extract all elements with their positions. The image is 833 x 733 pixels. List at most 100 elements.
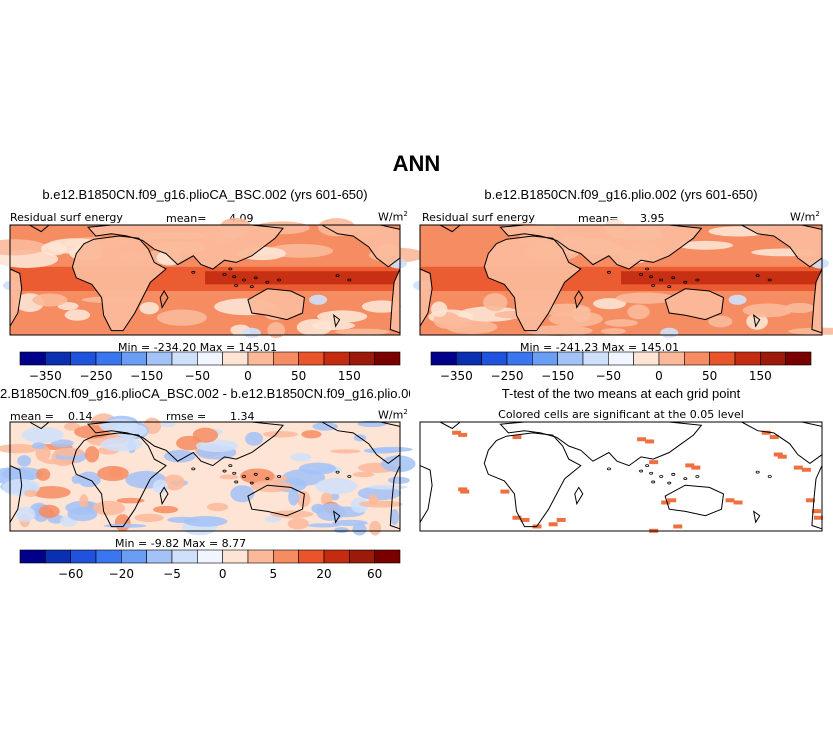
- colorbar-bl-tick-label: 20: [316, 567, 331, 581]
- map-tr-coastline-australia: [664, 288, 725, 321]
- map-tr-patch: [742, 303, 793, 318]
- map-br-island: [606, 467, 611, 471]
- map-tr-island: [767, 278, 772, 282]
- map-bl-anomaly: [67, 507, 98, 522]
- map-bl-anomaly: [183, 516, 228, 527]
- map-bl-frame: [9, 421, 401, 532]
- map-bl-anomaly: [1, 467, 44, 481]
- map-br-significant-cell: [548, 522, 558, 527]
- map-bl-anomaly: [15, 506, 36, 522]
- map-tr-patch: [593, 298, 627, 310]
- map-br-significant-cell: [645, 439, 655, 444]
- map-tr-island: [755, 274, 760, 277]
- map-tr-patch: [627, 304, 650, 320]
- map-br-frame: [419, 421, 823, 532]
- map-br-significant-cell: [500, 489, 510, 494]
- colorbar-bl-swatch-13: [349, 549, 375, 564]
- map-bl-island: [265, 477, 270, 481]
- map-br-island: [671, 472, 676, 476]
- map-tl-island: [335, 274, 340, 277]
- map-bl-anomaly: [287, 517, 309, 530]
- colorbar-tr-swatch-6: [582, 351, 609, 366]
- colorbar-tl-swatch-7: [197, 351, 223, 366]
- colorbar-bl-swatch-8: [222, 549, 249, 564]
- map-br-significant-cell: [661, 500, 671, 505]
- panel-title-top-left: b.e12.B1850CN.f09_g16.plioCA_BSC.002 (yr…: [42, 187, 368, 202]
- map-bl-anomaly: [134, 513, 164, 522]
- map-tl-patch: [41, 242, 68, 256]
- panel-title-bottom-left: 2.B1850CN.f09_g16.plioCA_BSC.002 - b.e12…: [0, 386, 410, 401]
- map-tr-patch: [600, 328, 627, 335]
- colorbar-tr-tick-label: −50: [596, 369, 621, 383]
- map-tl-coastline-australia: [247, 288, 305, 321]
- map-br-significant-cell: [773, 452, 783, 457]
- map-tl-land-samerica_e: [10, 269, 22, 327]
- map-tl-patch: [64, 309, 91, 321]
- colorbar-bl-swatch-10: [273, 549, 299, 564]
- map-tl-coastline-namerica: [320, 224, 401, 268]
- colorbar-tr-swatch-13: [760, 351, 786, 366]
- map-tr-patch: [615, 292, 675, 304]
- colorbar-bl-tick-label: −5: [163, 567, 181, 581]
- map-bl-anomaly: [116, 497, 145, 504]
- map-br-significant-cell: [733, 500, 743, 505]
- colorbar-tr-tick-label: 50: [702, 369, 717, 383]
- map-br-island: [667, 481, 672, 485]
- map-tr-island: [667, 285, 672, 288]
- map-bl-anomaly: [307, 523, 341, 528]
- map-br-island: [651, 480, 656, 484]
- rmse-value-bottom-left: 1.34: [230, 410, 255, 423]
- map-tr-island: [671, 276, 676, 280]
- colorbar-tl-tick-label: −150: [130, 369, 163, 383]
- colorbar-bl-tick-label: −20: [109, 567, 134, 581]
- map-tr-coastline-madagascar: [574, 290, 584, 309]
- map-br-coastline-australia: [664, 484, 725, 517]
- map-bl-anomaly: [357, 486, 402, 501]
- map-tr-island: [651, 284, 656, 287]
- map-panel-top-left: [0, 217, 425, 339]
- ttest-subtitle: Colored cells are significant at the 0.0…: [498, 408, 744, 421]
- map-tr-land-samerica_w: [811, 269, 822, 333]
- map-bl-anomaly: [153, 505, 179, 514]
- panel-title-bottom-right: T-test of the two means at each grid poi…: [501, 386, 741, 401]
- units-label-top-right: W/m2: [790, 210, 820, 224]
- map-tr-island: [695, 278, 700, 282]
- map-br-coastline-africa: [483, 432, 582, 528]
- colorbar-bl-swatch-6: [171, 549, 198, 564]
- colorbar-tl-swatch-12: [323, 351, 350, 366]
- map-br-significant-cell: [556, 517, 566, 522]
- map-tr-patch: [746, 313, 768, 330]
- map-br-island: [755, 470, 760, 474]
- colorbar-tr-swatch-10: [684, 351, 710, 366]
- map-bl-anomaly: [388, 476, 410, 484]
- map-bl-anomaly: [368, 484, 408, 490]
- map-br-island: [645, 464, 650, 467]
- map-tr-patch: [548, 310, 603, 327]
- map-bl-coastline-nz: [332, 510, 341, 524]
- map-bl-anomaly: [333, 527, 349, 534]
- colorbar-tr-swatch-0: [430, 351, 457, 366]
- map-br-coastline-madagascar: [574, 486, 584, 506]
- colorbar-tl-tick-label: 50: [291, 369, 306, 383]
- map-bl-coastline-madagascar: [159, 486, 169, 506]
- map-bl-anomaly: [38, 504, 60, 518]
- colorbar-tr-tick-label: −350: [440, 369, 473, 383]
- map-tl-island: [222, 273, 227, 276]
- map-bl-anomaly: [352, 523, 367, 536]
- map-br-significant-cell: [520, 517, 530, 522]
- map-panel-bottom-right: [419, 421, 823, 533]
- map-bl-coastline-namerica: [320, 421, 401, 465]
- map-br-significant-cell: [793, 465, 803, 470]
- colorbar-tl-swatch-5: [146, 351, 173, 366]
- map-bl-anomaly: [92, 500, 126, 516]
- map-tr-patch: [784, 302, 815, 314]
- mean-label-top-left: mean=: [166, 212, 207, 225]
- map-bl-anomaly: [71, 474, 81, 484]
- map-bl-anomaly: [352, 471, 375, 478]
- map-bl-anomaly: [264, 515, 282, 523]
- map-bl-anomaly: [43, 458, 78, 465]
- map-br-significant-cell: [769, 435, 779, 440]
- map-bl-island: [234, 480, 239, 484]
- map-panel-bottom-left: [0, 413, 416, 536]
- map-bl-anomaly: [363, 447, 400, 454]
